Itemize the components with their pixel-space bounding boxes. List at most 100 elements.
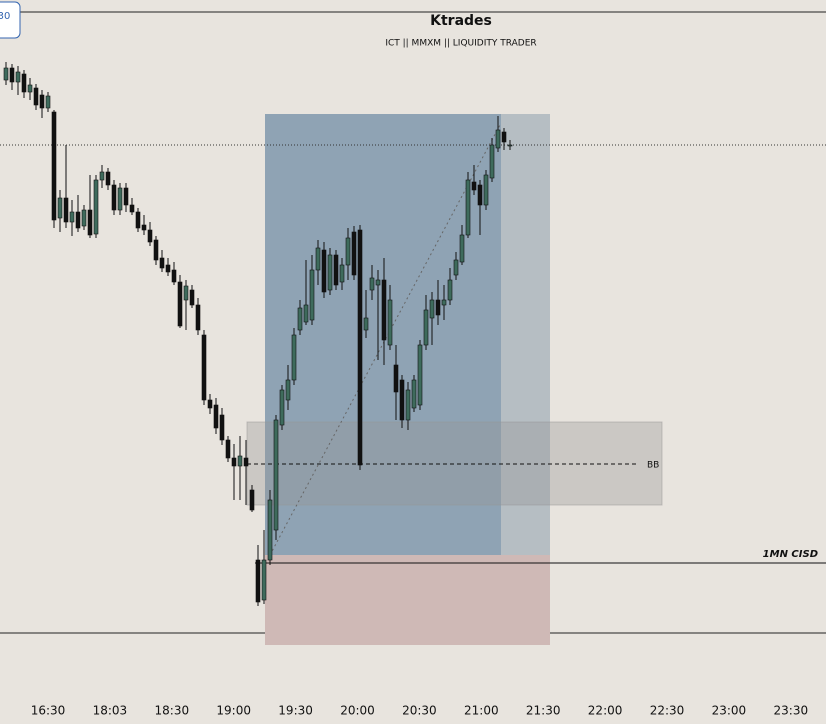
candle-body xyxy=(99,171,105,181)
x-tick-label: 19:00 xyxy=(216,704,251,718)
candle-body xyxy=(69,211,75,223)
candle-body xyxy=(57,197,63,219)
x-tick-label: 21:00 xyxy=(464,704,499,718)
candle-body xyxy=(351,231,357,276)
candle-body xyxy=(429,299,435,319)
candle-body xyxy=(507,144,513,147)
candle-body xyxy=(225,439,231,459)
candle-body xyxy=(87,209,93,236)
candle-body xyxy=(495,129,501,149)
candle-body xyxy=(231,457,237,467)
candle-body xyxy=(291,334,297,381)
x-tick-label: 19:30 xyxy=(278,704,313,718)
candle-body xyxy=(393,364,399,393)
candle-body xyxy=(9,67,15,83)
candle-body xyxy=(333,254,339,286)
candle-body xyxy=(171,269,177,283)
candle-body xyxy=(189,289,195,306)
candle-body xyxy=(327,254,333,291)
candle-body xyxy=(129,204,135,213)
candle-body xyxy=(363,317,369,331)
candle-body xyxy=(387,299,393,346)
candle-body xyxy=(51,111,57,221)
candle-body xyxy=(399,379,405,421)
candle-body xyxy=(177,281,183,327)
candle-body xyxy=(63,197,69,223)
candle-body xyxy=(123,187,129,206)
x-tick-label: 23:30 xyxy=(774,704,809,718)
bb-label: BB xyxy=(647,461,659,471)
candle-body xyxy=(369,277,375,291)
candle-body xyxy=(249,489,255,511)
candle-body xyxy=(111,184,117,211)
candle-body xyxy=(441,299,447,306)
candle-body xyxy=(447,279,453,301)
candle-body xyxy=(45,95,51,109)
x-tick-label: 22:00 xyxy=(588,704,623,718)
candle-body xyxy=(303,304,309,323)
candle-body xyxy=(501,131,507,143)
candle-body xyxy=(273,419,279,531)
candle-body xyxy=(39,94,45,109)
x-tick-label: 20:30 xyxy=(402,704,437,718)
candle-body xyxy=(309,269,315,321)
candle-body xyxy=(117,187,123,211)
candle-body xyxy=(297,307,303,331)
candle-body xyxy=(27,84,33,93)
x-tick-label: 23:00 xyxy=(712,704,747,718)
candle-body xyxy=(483,174,489,206)
candle-body xyxy=(33,87,39,106)
candle-body xyxy=(15,71,21,83)
candle-body xyxy=(345,237,351,266)
chart-subtitle: ICT || MMXM || LIQUIDITY TRADER xyxy=(385,39,536,49)
candle-body xyxy=(183,285,189,301)
x-tick-label: 18:03 xyxy=(93,704,128,718)
chart-title: Ktrades xyxy=(430,13,492,29)
candle-body xyxy=(93,179,99,235)
candle-body xyxy=(75,211,81,229)
candle-body xyxy=(411,379,417,409)
candle-body xyxy=(405,389,411,421)
x-tick-label: 18:30 xyxy=(155,704,190,718)
candle-body xyxy=(279,389,285,426)
candle-body xyxy=(489,144,495,179)
candle-body xyxy=(357,229,363,466)
candle-body xyxy=(159,257,165,269)
candle-body xyxy=(201,334,207,401)
candle-body xyxy=(195,304,201,331)
x-tick-label: 21:30 xyxy=(526,704,561,718)
candle-body xyxy=(315,247,321,271)
candle-body xyxy=(207,399,213,409)
trend-diagonal xyxy=(269,124,501,556)
x-tick-label: 16:30 xyxy=(31,704,66,718)
candle-body xyxy=(471,181,477,191)
candle-body xyxy=(453,259,459,276)
candle-body xyxy=(219,414,225,441)
candle-body xyxy=(255,559,261,603)
candle-body xyxy=(285,379,291,401)
candle-body xyxy=(213,404,219,429)
candle-body xyxy=(435,299,441,316)
candle-body xyxy=(381,279,387,341)
candle-body xyxy=(417,344,423,406)
candles xyxy=(3,62,513,606)
x-tick-label: 20:00 xyxy=(340,704,375,718)
candle-body xyxy=(105,171,111,186)
candle-body xyxy=(465,179,471,236)
stop-zone xyxy=(265,555,550,645)
candle-body xyxy=(153,239,159,261)
candle-body xyxy=(321,249,327,293)
candle-body xyxy=(21,73,27,93)
candle-body xyxy=(267,499,273,561)
candle-body xyxy=(135,211,141,229)
candle-body xyxy=(3,67,9,81)
candle-body xyxy=(147,229,153,243)
x-tick-label: 22:30 xyxy=(650,704,685,718)
candle-body xyxy=(261,559,267,601)
candle-body xyxy=(141,224,147,231)
candle-body xyxy=(375,279,381,286)
candle-body xyxy=(165,264,171,273)
candle-body xyxy=(243,457,249,467)
candle-body xyxy=(459,234,465,263)
